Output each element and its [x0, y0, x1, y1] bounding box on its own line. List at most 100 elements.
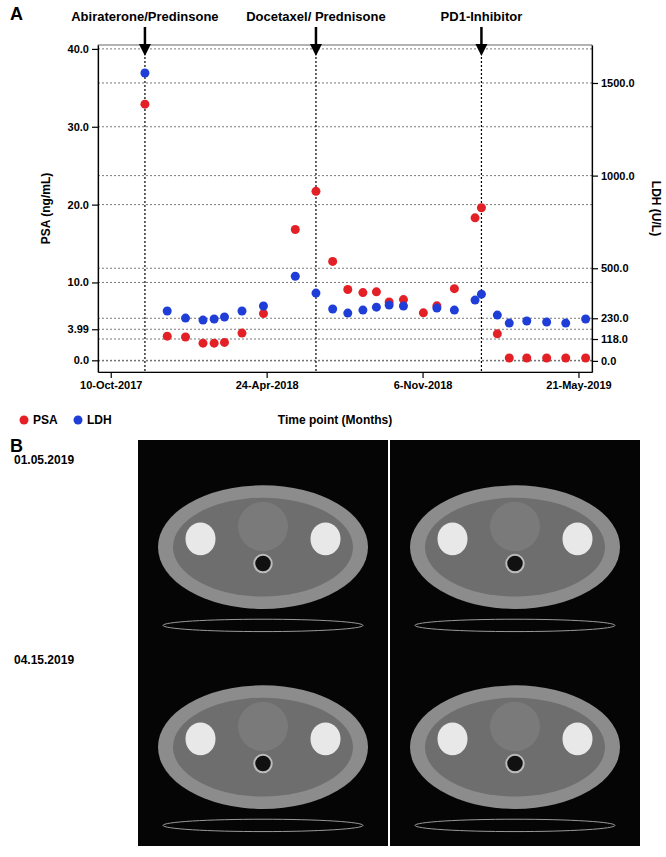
tick-mark [592, 176, 598, 177]
data-point [432, 304, 441, 313]
x-axis: 10-Oct-201724-Apr-20186-Nov-201821-May-2… [80, 372, 612, 391]
series [140, 68, 590, 327]
legend-marker [20, 416, 29, 425]
data-point [493, 329, 502, 338]
tick: 0.0 [592, 355, 616, 367]
axis-line [99, 372, 593, 373]
annotations: Abiraterone/PredinsoneDocetaxel/ Prednis… [71, 9, 522, 372]
arrow-head [310, 44, 322, 56]
data-point [505, 319, 514, 328]
data-point [199, 339, 208, 348]
legend: PSA LDH [20, 413, 112, 427]
data-point [399, 302, 408, 311]
data-point [477, 290, 486, 299]
data-point [542, 317, 551, 326]
data-point [471, 213, 480, 222]
ct-bone [186, 522, 216, 555]
annotation-label: Abiraterone/Predinsone [71, 9, 218, 24]
data-point [259, 302, 268, 311]
data-point [140, 100, 149, 109]
tick: 500.0 [592, 262, 629, 274]
tick: 1000.0 [592, 170, 635, 182]
annotation-label: PD1-Inhibitor [441, 9, 523, 24]
figure: A Abiraterone/PredinsoneDocetaxel/ Predni… [0, 0, 666, 857]
axis-line [592, 46, 593, 373]
image-row: 01.05.2019 [14, 440, 640, 646]
data-points [140, 68, 590, 362]
data-point [163, 332, 172, 341]
legend-marker [74, 416, 83, 425]
legend-label: LDH [87, 413, 112, 427]
y2-axis: 0.0118.0230.0500.01000.01500.0 [592, 46, 635, 373]
data-point [181, 314, 190, 323]
tick-mark [92, 282, 98, 283]
tick: 10.0 [68, 276, 98, 288]
tick-label: 1000.0 [601, 170, 635, 182]
ct-bone [311, 722, 341, 755]
data-point [311, 187, 320, 196]
tick-mark [92, 127, 98, 128]
grid [98, 49, 592, 361]
ct-table [415, 819, 615, 831]
tick-label: 230.0 [601, 312, 629, 324]
ct-table [415, 619, 615, 631]
arrow-shaft [315, 27, 318, 46]
tick-mark [92, 360, 98, 361]
data-point [581, 315, 590, 324]
ct-body [158, 485, 368, 609]
tick: 40.0 [68, 43, 98, 55]
tick-label: 6-Nov-2018 [394, 379, 453, 391]
ct-bone [563, 522, 593, 555]
grid-line [98, 126, 592, 127]
legend-label: PSA [33, 413, 58, 427]
grid-line [98, 82, 592, 83]
arrow-head [475, 44, 487, 56]
image-date: 01.05.2019 [14, 453, 74, 467]
tick: 118.0 [592, 333, 628, 345]
data-point [210, 315, 219, 324]
tick: 30.0 [68, 121, 98, 133]
ct-fat [425, 698, 605, 797]
tick-label: 3.99 [68, 323, 89, 335]
tick-label: 10.0 [68, 276, 89, 288]
data-point [358, 288, 367, 297]
panel-label: A [10, 4, 23, 24]
ct-fat [173, 698, 353, 797]
series [140, 100, 590, 363]
data-point [358, 306, 367, 315]
data-point [210, 339, 219, 348]
data-point [419, 308, 428, 317]
data-point [385, 301, 394, 310]
data-point [581, 353, 590, 362]
tick-mark [592, 268, 598, 269]
data-point [328, 257, 337, 266]
tick-label: 30.0 [68, 121, 89, 133]
data-point [311, 289, 320, 298]
tick: 0.0 [74, 354, 98, 366]
data-point [522, 353, 531, 362]
tick-label: 40.0 [68, 43, 89, 55]
ct-body [410, 485, 620, 609]
tick-label: 118.0 [601, 333, 628, 345]
ct-bladder [238, 702, 288, 751]
data-point [199, 316, 208, 325]
grid-line [98, 329, 592, 330]
tick: 24-Apr-2018 [236, 372, 299, 391]
ct-background [390, 440, 640, 646]
image-row: 04.15.2019 [14, 640, 640, 846]
ct-rectum [254, 555, 272, 573]
ct-bladder [238, 502, 288, 551]
tick-label: 0.0 [74, 354, 89, 366]
event-line [315, 45, 316, 372]
data-point [291, 225, 300, 234]
ct-background [138, 640, 388, 846]
tick: 3.99 [68, 323, 98, 335]
tick-mark [92, 329, 98, 330]
event-line [144, 45, 145, 372]
ct-table [163, 819, 363, 831]
data-point [163, 307, 172, 316]
grid-line [98, 175, 592, 176]
data-point [220, 338, 229, 347]
ct-bone [186, 722, 216, 755]
data-point [372, 303, 381, 312]
